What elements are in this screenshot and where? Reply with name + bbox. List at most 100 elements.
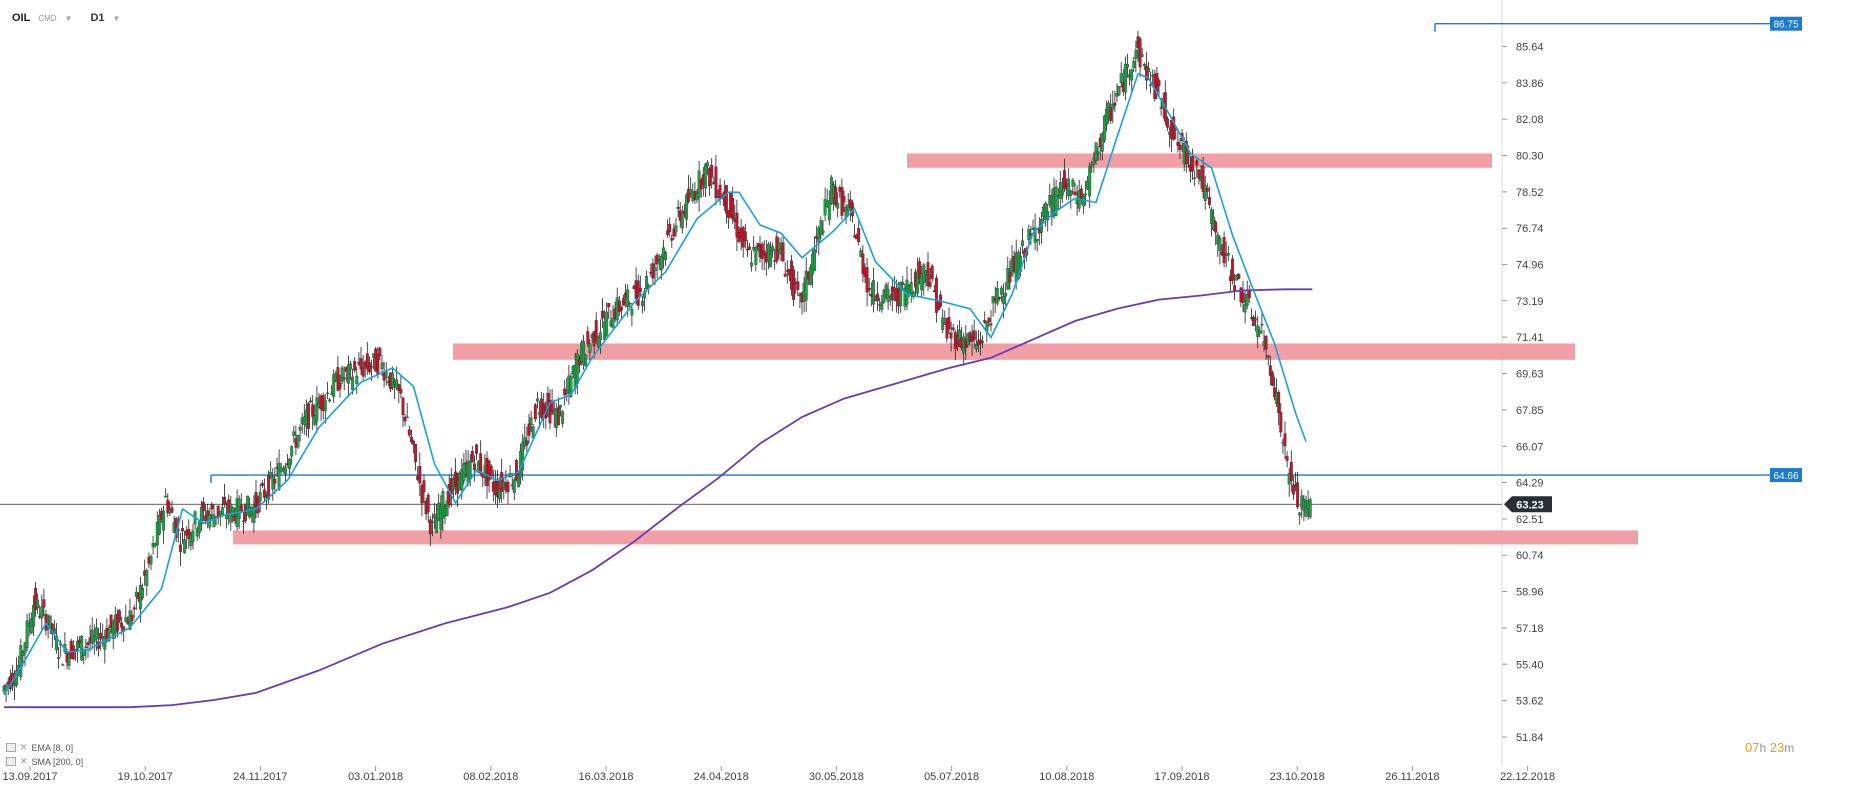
candle-bear[interactable] (781, 242, 785, 262)
candle-bull[interactable] (859, 250, 863, 257)
candle-bear[interactable] (997, 297, 1001, 299)
candle-bear[interactable] (262, 489, 266, 498)
candle-bear[interactable] (1252, 316, 1255, 326)
candle-bear[interactable] (527, 423, 531, 436)
candle-bear[interactable] (714, 166, 718, 198)
candle-bull[interactable] (819, 220, 823, 235)
candle-bear[interactable] (365, 353, 369, 370)
candle-bear[interactable] (412, 440, 415, 445)
candle-bull[interactable] (1119, 73, 1123, 83)
candle-bear[interactable] (533, 404, 537, 420)
candle-bear[interactable] (989, 323, 993, 326)
candle-bull[interactable] (517, 474, 520, 487)
candle-bear[interactable] (928, 281, 932, 287)
candle-bear[interactable] (857, 228, 861, 242)
candle-bull[interactable] (1111, 103, 1115, 110)
candle-bear[interactable] (34, 587, 37, 611)
candle-bear[interactable] (983, 320, 987, 323)
candle-bear[interactable] (949, 332, 953, 339)
candle-bull[interactable] (529, 417, 533, 425)
candle-bull[interactable] (605, 311, 609, 336)
candle-bear[interactable] (84, 646, 88, 648)
candle-bear[interactable] (792, 269, 796, 300)
candle-bull[interactable] (1210, 209, 1213, 224)
candle-bull[interactable] (199, 507, 203, 524)
candle-bear[interactable] (947, 317, 951, 330)
candle-bull[interactable] (288, 458, 292, 469)
candle-bear[interactable] (120, 622, 124, 628)
candle-bull[interactable] (323, 400, 327, 411)
candle-bull[interactable] (19, 645, 23, 678)
candle-bull[interactable] (21, 652, 25, 656)
candle-bear[interactable] (475, 444, 478, 454)
candle-bull[interactable] (430, 521, 434, 523)
candle-bear[interactable] (1184, 140, 1188, 165)
candle-bull[interactable] (535, 398, 539, 402)
candle-bear[interactable] (1266, 355, 1270, 358)
candle-bear[interactable] (359, 358, 363, 370)
candle-bull[interactable] (191, 530, 195, 543)
candle-bull[interactable] (40, 606, 44, 619)
candle-bear[interactable] (636, 280, 640, 306)
candle-bear[interactable] (1207, 196, 1211, 205)
candle-bear[interactable] (525, 440, 529, 446)
candle-bear[interactable] (743, 231, 747, 242)
candle-bull[interactable] (598, 332, 602, 341)
timeframe-dropdown-icon[interactable]: ▼ (112, 13, 121, 23)
candle-bull[interactable] (1243, 304, 1247, 313)
candle-bull[interactable] (640, 301, 644, 307)
candle-bull[interactable] (1308, 499, 1312, 518)
candle-bear[interactable] (930, 265, 934, 280)
candle-bear[interactable] (718, 184, 722, 199)
candle-bull[interactable] (349, 363, 352, 370)
candle-bear[interactable] (401, 397, 405, 415)
candle-bear[interactable] (796, 281, 800, 290)
candle-bull[interactable] (1218, 237, 1222, 251)
candle-bull[interactable] (252, 505, 256, 523)
candle-bear[interactable] (710, 165, 714, 178)
candle-bear[interactable] (607, 303, 611, 308)
candle-bull[interactable] (836, 202, 840, 209)
candle-bear[interactable] (397, 384, 401, 391)
candle-bear[interactable] (1296, 482, 1300, 508)
candle-bear[interactable] (204, 515, 208, 521)
candle-bull[interactable] (1102, 115, 1106, 141)
candle-bull[interactable] (804, 270, 808, 301)
candle-bear[interactable] (376, 353, 380, 375)
candle-bear[interactable] (342, 377, 346, 380)
candle-bear[interactable] (1201, 165, 1205, 192)
candle-bull[interactable] (1130, 69, 1134, 81)
candle-bear[interactable] (670, 238, 674, 241)
candle-bull[interactable] (871, 280, 875, 305)
candle-bull[interactable] (909, 281, 913, 294)
candle-bull[interactable] (164, 495, 168, 498)
candle-bull[interactable] (197, 521, 201, 533)
candle-bull[interactable] (1134, 49, 1138, 59)
sma-200-line[interactable] (4, 288, 1313, 709)
candle-bear[interactable] (876, 293, 880, 302)
candle-bull[interactable] (82, 649, 86, 656)
candle-bear[interactable] (1008, 272, 1012, 283)
legend-sma-label[interactable]: SMA [200, 0] (31, 756, 84, 767)
candle-bear[interactable] (378, 347, 382, 356)
candle-bear[interactable] (672, 228, 676, 237)
candle-bear[interactable] (267, 474, 271, 500)
candle-bear[interactable] (418, 465, 422, 484)
candle-bull[interactable] (61, 664, 65, 666)
candle-bull[interactable] (823, 199, 827, 216)
candle-bull[interactable] (103, 636, 107, 650)
candle-bull[interactable] (1142, 64, 1146, 66)
candle-bull[interactable] (76, 641, 79, 650)
candle-bear[interactable] (1233, 285, 1237, 292)
candle-bear[interactable] (601, 311, 604, 319)
candle-bear[interactable] (409, 436, 413, 442)
candle-bull[interactable] (498, 488, 502, 500)
symbol-label[interactable]: OIL (12, 12, 31, 24)
candle-bear[interactable] (586, 331, 590, 345)
candle-bull[interactable] (231, 507, 235, 517)
candle-bear[interactable] (370, 366, 373, 368)
candle-bull[interactable] (1147, 67, 1150, 73)
candle-bear[interactable] (1270, 372, 1274, 386)
candle-bull[interactable] (817, 227, 821, 243)
candle-bull[interactable] (769, 250, 772, 267)
